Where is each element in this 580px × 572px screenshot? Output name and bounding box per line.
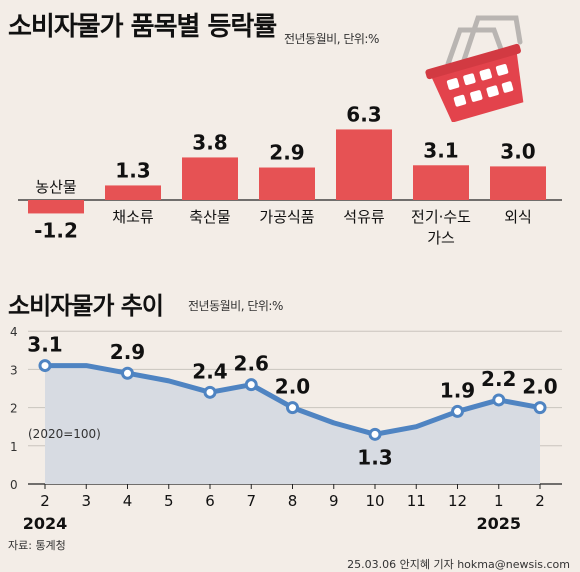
data-point (533, 401, 547, 415)
data-point (368, 427, 382, 441)
bar-value-label: 6.3 (346, 102, 381, 126)
point-value-label: 2.2 (481, 367, 516, 391)
x-tick-label: 11 (407, 492, 426, 510)
category-label: 가공식품 (259, 208, 314, 226)
area-fill (45, 365, 540, 484)
bar-value-label: 3.1 (423, 138, 458, 162)
category-label: 전기·수도 (411, 208, 471, 226)
shopping-basket-icon (425, 15, 524, 122)
index-base-note: (2020=100) (28, 427, 101, 441)
x-tick-label: 4 (123, 492, 133, 510)
category-label: 농산물 (35, 178, 76, 196)
category-label: 가스 (427, 229, 455, 247)
bar-value-label: 3.0 (500, 139, 535, 163)
data-point (121, 366, 134, 380)
bar (413, 165, 469, 200)
x-tick-label: 10 (365, 492, 384, 510)
x-tick-label: 9 (329, 492, 339, 510)
x-tick-label: 6 (205, 492, 215, 510)
chart-unit: 전년동월비, 단위:% (284, 32, 379, 46)
point-value-label: 2.9 (110, 340, 145, 364)
chart-title: 소비자물가 품목별 등락률 (8, 12, 277, 42)
bar-value-label: 2.9 (269, 141, 304, 165)
bar (28, 200, 84, 214)
point-value-label: 2.0 (275, 375, 310, 399)
category-label: 축산물 (189, 208, 230, 226)
data-point (492, 393, 506, 407)
bar (336, 129, 392, 200)
data-point (203, 385, 217, 399)
x-tick-label: 3 (81, 492, 91, 510)
x-tick-label: 7 (246, 492, 256, 510)
bar (259, 167, 315, 200)
x-tick-label: 5 (164, 492, 174, 510)
bar (105, 185, 161, 200)
bar (490, 166, 546, 200)
y-tick-label: 4 (10, 325, 18, 339)
line-chart-title: 소비자물가 추이 (8, 292, 164, 320)
x-tick-label: 2 (40, 492, 50, 510)
year-label: 2024 (23, 514, 68, 533)
point-value-label: 2.0 (522, 375, 557, 399)
x-tick-label: 12 (448, 492, 467, 510)
line-chart-unit: 전년동월비, 단위:% (188, 299, 283, 313)
y-tick-label: 3 (10, 363, 18, 377)
x-tick-label: 8 (288, 492, 298, 510)
data-point (38, 359, 52, 373)
y-tick-label: 0 (10, 478, 18, 492)
point-value-label: 2.6 (234, 352, 269, 376)
data-point (451, 404, 464, 418)
bar (182, 157, 238, 200)
point-value-label: 1.9 (440, 378, 475, 402)
point-value-label: 1.3 (357, 445, 392, 469)
bar-value-label: 3.8 (192, 130, 227, 154)
point-value-label: 2.4 (192, 359, 227, 383)
bar-value-label: 1.3 (115, 158, 150, 182)
x-tick-label: 2 (535, 492, 545, 510)
category-label: 채소류 (112, 208, 154, 226)
category-label: 외식 (504, 208, 532, 226)
y-tick-label: 2 (10, 402, 18, 416)
credit-line: 25.03.06 안지혜 기자 hokma@newsis.com (347, 558, 570, 571)
source-note: 자료: 통계청 (8, 539, 66, 552)
year-label: 2025 (476, 514, 521, 533)
category-label: 석유류 (343, 208, 385, 226)
x-tick-label: 1 (494, 492, 504, 510)
bar-chart: -1.2 농산물 1.3 채소류 3.8 축산물 2.9 가공식품 6.3 석유류 3.1 전기·수도… (18, 102, 562, 247)
data-point (286, 401, 299, 415)
data-point (244, 378, 258, 392)
bar-value-label: -1.2 (34, 218, 78, 242)
point-value-label: 3.1 (27, 333, 62, 357)
y-tick-label: 1 (10, 440, 18, 454)
